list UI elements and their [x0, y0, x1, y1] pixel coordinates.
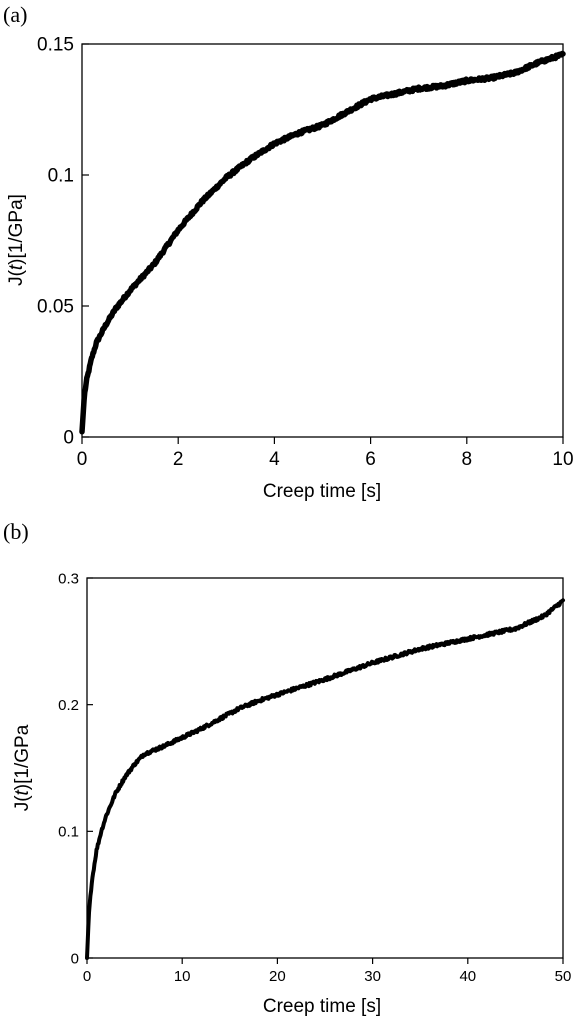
- x-tick-label-a-2: 4: [269, 449, 280, 470]
- y-axis-title-b: J(t)[1/GPa: [12, 724, 33, 811]
- x-tick-label-a-5: 10: [552, 449, 573, 470]
- y-axis-title-a: J(t)[1/GPa]: [6, 194, 27, 286]
- y-axis-b: 0 0.1 0.2 0.3: [58, 570, 93, 967]
- x-tick-label-b-1: 10: [174, 968, 191, 985]
- x-tick-label-b-4: 40: [459, 968, 476, 985]
- y-axis-title-a-suffix: )[1/GPa]: [6, 194, 27, 265]
- y-tick-label-a-1: 0.05: [37, 297, 74, 318]
- y-axis-title-a-var: t: [6, 264, 27, 270]
- y-tick-label-b-2: 0.2: [58, 697, 79, 714]
- x-tick-label-a-1: 2: [173, 449, 184, 470]
- y-tick-label-b-0: 0: [71, 950, 79, 967]
- plot-frame-b: [86, 577, 564, 959]
- y-tick-label-a-3: 0.15: [37, 35, 74, 56]
- series-line-a: [79, 50, 566, 435]
- x-tick-label-b-3: 30: [364, 968, 381, 985]
- x-axis-title-a: Creep time [s]: [263, 481, 381, 502]
- x-tick-label-b-5: 50: [555, 968, 572, 985]
- panel-label-a: (a): [3, 2, 28, 27]
- series-line-b: [85, 598, 565, 960]
- y-tick-label-b-3: 0.3: [58, 570, 79, 587]
- chart-panel-a: 0 0.05 0.1 0.15 0 2 4 6 8 10 Creep time [s] J(t)…: [6, 35, 574, 502]
- x-tick-label-a-0: 0: [77, 449, 88, 470]
- y-tick-label-b-1: 0.1: [58, 824, 79, 841]
- y-axis-title-b-suffix: )[1/GPa: [12, 724, 33, 790]
- x-tick-label-a-4: 8: [462, 449, 473, 470]
- panel-label-b: (b): [3, 519, 29, 544]
- x-axis-a: 0 2 4 6 8 10: [77, 437, 574, 470]
- x-tick-label-b-0: 0: [83, 968, 91, 985]
- y-axis-title-b-prefix: J(: [12, 795, 33, 812]
- x-axis-b: 0 10 20 30 40 50: [83, 958, 572, 985]
- y-axis-title-b-var: t: [12, 789, 33, 795]
- x-tick-label-a-3: 6: [365, 449, 376, 470]
- plot-frame-a: [81, 43, 564, 438]
- x-axis-title-b: Creep time [s]: [263, 996, 381, 1017]
- y-axis-a: 0 0.05 0.1 0.15: [37, 35, 89, 449]
- y-axis-title-a-prefix: J(: [6, 269, 27, 286]
- x-tick-label-b-2: 20: [269, 968, 286, 985]
- y-tick-label-a-2: 0.1: [48, 166, 74, 187]
- y-tick-label-a-0: 0: [63, 428, 74, 449]
- chart-panel-b: 0 0.1 0.2 0.3 0 10 20 30 40 50 Creep time [s] J(…: [12, 570, 571, 1017]
